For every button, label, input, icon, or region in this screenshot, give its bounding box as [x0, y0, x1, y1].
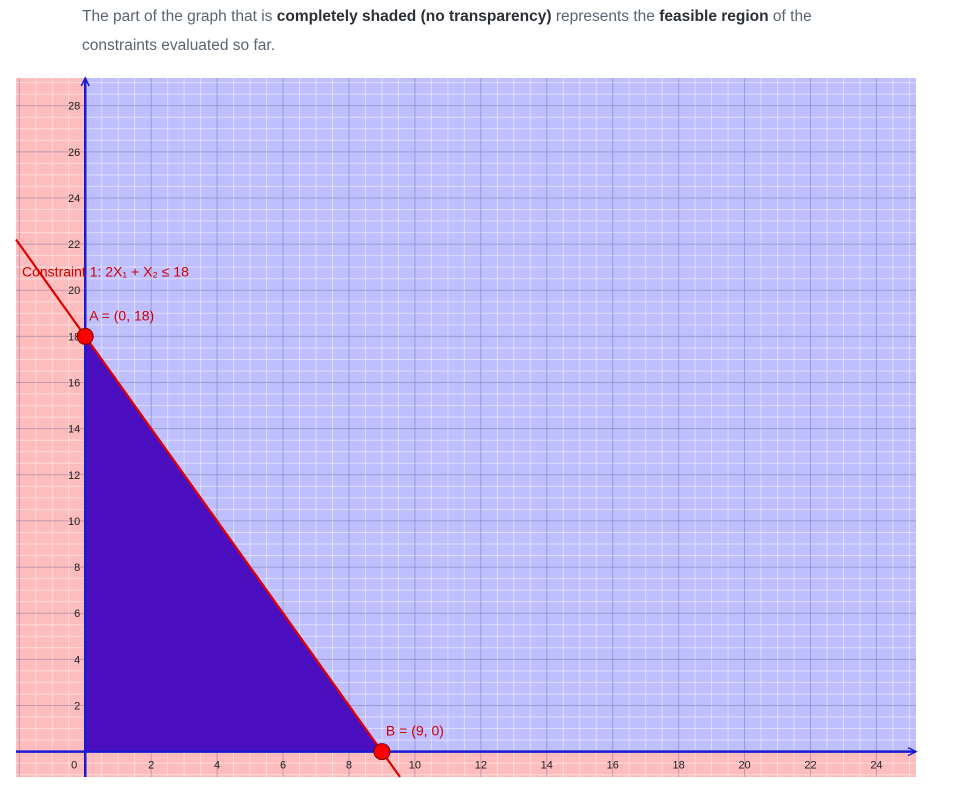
y-tick-label: 16: [68, 378, 80, 390]
point-b: [373, 743, 391, 761]
constraint-1-label: Constraint 1: 2X₁ + X₂ ≤ 18: [22, 263, 189, 279]
x-tick-label: 0: [71, 760, 77, 772]
x-tick-label: 16: [607, 760, 619, 772]
intro-bold-1: completely shaded (no transparency): [276, 8, 552, 25]
y-tick-label: 8: [74, 562, 80, 574]
y-tick-label: 4: [74, 654, 80, 666]
x-tick-label: 14: [541, 760, 553, 772]
intro-part-3: of the constraints evaluated so far.: [82, 8, 812, 54]
x-tick-label: 10: [409, 760, 421, 772]
constraint-1-line: [15, 238, 401, 778]
x-tick-label: 4: [214, 760, 220, 772]
x-tick-label: 20: [738, 760, 750, 772]
intro-part-1: The part of the graph that is: [82, 8, 277, 25]
intro-text: The part of the graph that is completely…: [82, 2, 882, 60]
x-axis-arrow: [907, 746, 918, 757]
point-a-label: A = (0, 18): [89, 307, 154, 323]
intro-part-2: represents the: [551, 8, 660, 25]
x-tick-label: 22: [804, 760, 816, 772]
y-tick-label: 28: [68, 101, 80, 113]
x-tick-label: 24: [870, 760, 882, 772]
y-tick-label: 2: [74, 700, 80, 712]
x-tick-label: 18: [673, 760, 685, 772]
y-tick-label: 22: [68, 239, 80, 251]
y-tick-label: 6: [74, 608, 80, 620]
intro-bold-2: feasible region: [659, 8, 769, 25]
y-tick-label: 12: [68, 470, 80, 482]
x-tick-label: 8: [346, 760, 352, 772]
point-b-label: B = (9, 0): [386, 723, 444, 739]
point-a: [76, 327, 94, 345]
x-tick-label: 6: [280, 760, 286, 772]
y-tick-label: 24: [68, 193, 80, 205]
y-tick-label: 20: [68, 285, 80, 297]
y-tick-label: 26: [68, 147, 80, 159]
x-tick-label: 12: [475, 760, 487, 772]
y-axis-arrow: [80, 76, 90, 87]
y-tick-label: 10: [68, 516, 80, 528]
x-tick-label: 2: [148, 760, 154, 772]
y-tick-label: 14: [68, 424, 80, 436]
